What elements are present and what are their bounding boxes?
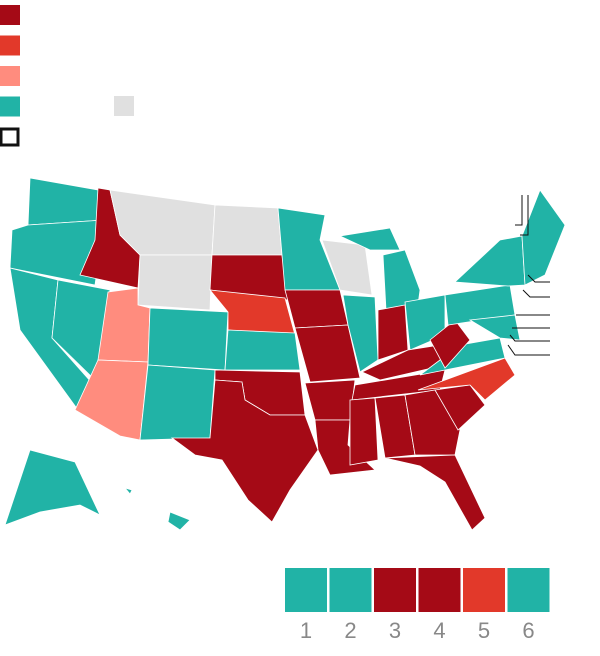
callout bbox=[515, 195, 529, 236]
strip-label: 2 bbox=[344, 618, 356, 643]
state bbox=[27, 177, 105, 226]
state bbox=[74, 359, 149, 441]
state bbox=[139, 364, 216, 441]
legend-swatch bbox=[0, 35, 20, 56]
strip-label: 1 bbox=[300, 618, 312, 643]
strip-box bbox=[329, 568, 372, 612]
state bbox=[521, 189, 566, 286]
legend-swatch bbox=[0, 5, 20, 25]
legend-swatch bbox=[114, 96, 134, 116]
state bbox=[224, 329, 301, 371]
callout bbox=[522, 274, 550, 298]
state bbox=[170, 379, 319, 523]
legend-swatch bbox=[0, 96, 20, 117]
state bbox=[429, 319, 471, 369]
number-strip: 1 2 3 4 5 6 bbox=[285, 568, 550, 643]
state bbox=[382, 249, 421, 311]
state bbox=[284, 289, 349, 329]
state bbox=[454, 235, 526, 287]
strip-box bbox=[507, 568, 550, 612]
state bbox=[4, 449, 101, 526]
us-map bbox=[4, 177, 566, 531]
state bbox=[321, 239, 373, 296]
state bbox=[434, 384, 486, 431]
state bbox=[404, 389, 461, 456]
state bbox=[147, 307, 229, 371]
strip-box bbox=[418, 568, 461, 612]
strip-label: 5 bbox=[478, 618, 490, 643]
state bbox=[417, 357, 516, 401]
state bbox=[384, 454, 486, 531]
strip-box bbox=[463, 568, 505, 612]
strip-box bbox=[285, 568, 327, 612]
state bbox=[137, 254, 213, 311]
state bbox=[167, 511, 191, 531]
state bbox=[294, 324, 361, 383]
strip-label: 6 bbox=[522, 618, 534, 643]
strip-label: 4 bbox=[433, 618, 445, 643]
legend-swatch bbox=[0, 66, 20, 86]
state bbox=[342, 294, 379, 373]
state bbox=[211, 204, 283, 256]
state bbox=[338, 227, 401, 251]
strip-label: 3 bbox=[389, 618, 401, 643]
state bbox=[349, 397, 379, 466]
state bbox=[123, 487, 133, 495]
callout-lines bbox=[507, 195, 550, 356]
state bbox=[304, 379, 356, 421]
callout bbox=[507, 314, 550, 356]
outline-swatch bbox=[0, 127, 20, 147]
legend bbox=[0, 5, 134, 117]
state bbox=[468, 314, 521, 341]
strip-box bbox=[374, 568, 416, 612]
